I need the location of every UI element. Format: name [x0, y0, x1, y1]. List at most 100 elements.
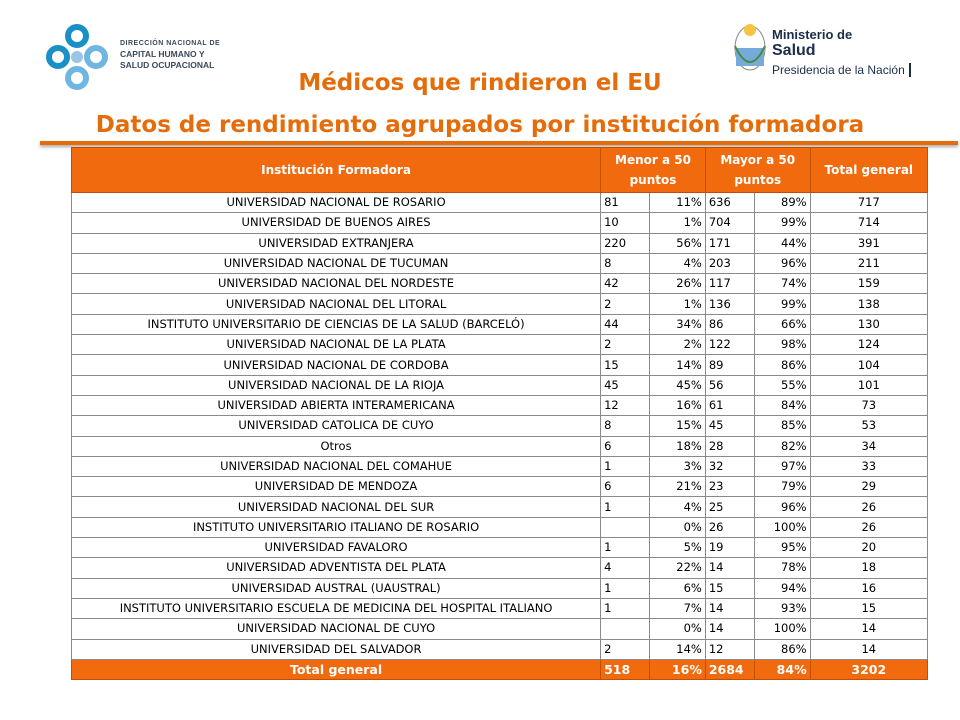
cell-institucion: UNIVERSIDAD EXTRANJERA — [70, 232, 602, 254]
cell-mayor-count: 28 — [704, 435, 756, 457]
table-row: UNIVERSIDAD NACIONAL DE LA RIOJA 45 45% 56 5… — [70, 374, 929, 396]
cell-menor-pct: 45% — [649, 374, 706, 396]
cell-institucion: INSTITUTO UNIVERSITARIO ITALIANO DE ROSA… — [70, 516, 602, 539]
cell-mayor-count: 32 — [704, 455, 756, 478]
cell-menor-count: 4 — [600, 557, 651, 579]
org-line-3: SALUD OCUPACIONAL — [120, 60, 215, 70]
cell-mayor-pct: 100% — [754, 516, 811, 539]
table-row: Otros 6 18% 28 82% 34 — [70, 435, 929, 457]
cell-menor-pct: 0% — [649, 516, 706, 539]
cell-menor-count: 2 — [600, 293, 651, 315]
cell-mayor-count: 26 — [704, 516, 756, 539]
header-menor-50: Menor a 50 puntos — [600, 147, 706, 193]
cell-mayor-pct: 95% — [754, 537, 811, 559]
table-row: UNIVERSIDAD NACIONAL DE TUCUMAN 8 4% 203 96%… — [70, 252, 929, 275]
table-row: UNIVERSIDAD DEL SALVADOR 2 14% 12 86% 14 — [70, 638, 929, 660]
cell-mayor-pct: 79% — [754, 476, 811, 498]
cell-mayor-pct: 98% — [754, 334, 811, 356]
cell-total: 26 — [809, 496, 929, 518]
cell-menor-count: 45 — [600, 374, 651, 396]
cell-menor-pct: 18% — [649, 435, 706, 457]
cell-menor-pct: 4% — [649, 252, 706, 275]
cell-mayor-count: 704 — [704, 212, 756, 234]
cell-mayor-pct: 44% — [754, 232, 811, 254]
cell-total: 714 — [809, 212, 929, 234]
cell-institucion: UNIVERSIDAD NACIONAL DEL SUR — [70, 496, 602, 518]
header-mayor-50: Mayor a 50 puntos — [704, 147, 811, 193]
cell-institucion: UNIVERSIDAD NACIONAL DE ROSARIO — [70, 191, 602, 214]
cell-institucion: UNIVERSIDAD NACIONAL DEL LITORAL — [70, 293, 602, 315]
cell-mayor-count: 25 — [704, 496, 756, 518]
cell-total: 104 — [809, 354, 929, 376]
cell-total: 717 — [809, 191, 929, 214]
results-table: Institución Formadora Menor a 50 puntos … — [70, 147, 929, 681]
cell-institucion: UNIVERSIDAD ADVENTISTA DEL PLATA — [70, 557, 602, 579]
cell-institucion: UNIVERSIDAD CATOLICA DE CUYO — [70, 415, 602, 437]
cell-institucion: UNIVERSIDAD NACIONAL DE TUCUMAN — [70, 252, 602, 275]
total-cell-total: 3202 — [809, 658, 929, 681]
cell-menor-pct: 7% — [649, 597, 706, 620]
cell-institucion: UNIVERSIDAD NACIONAL DEL COMAHUE — [70, 455, 602, 478]
total-cell-mayor-count: 2684 — [704, 658, 756, 681]
cell-mayor-count: 636 — [704, 191, 756, 214]
cell-mayor-count: 203 — [704, 252, 756, 275]
table-row: UNIVERSIDAD EXTRANJERA 220 56% 171 44% 391 — [70, 232, 929, 254]
cell-mayor-count: 12 — [704, 638, 756, 660]
table-row: UNIVERSIDAD NACIONAL DEL COMAHUE 1 3% 32 97%… — [70, 455, 929, 478]
cell-menor-pct: 34% — [649, 313, 706, 336]
cell-mayor-pct: 97% — [754, 455, 811, 478]
cell-institucion: UNIVERSIDAD NACIONAL DEL NORDESTE — [70, 273, 602, 295]
cell-menor-count: 42 — [600, 273, 651, 295]
cell-total: 53 — [809, 415, 929, 437]
table-row: UNIVERSIDAD CATOLICA DE CUYO 8 15% 45 85% 53 — [70, 415, 929, 437]
org-line-2: CAPITAL HUMANO Y — [120, 49, 205, 59]
cell-mayor-count: 14 — [704, 557, 756, 579]
cell-total: 124 — [809, 334, 929, 356]
cell-institucion: Otros — [70, 435, 602, 457]
cell-menor-count: 1 — [600, 496, 651, 518]
cell-menor-pct: 5% — [649, 537, 706, 559]
cell-mayor-count: 122 — [704, 334, 756, 356]
cell-institucion: INSTITUTO UNIVERSITARIO DE CIENCIAS DE L… — [70, 313, 602, 336]
table-body: UNIVERSIDAD NACIONAL DE ROSARIO 81 11% 636 8… — [70, 191, 929, 681]
cell-total: 15 — [809, 597, 929, 620]
cell-menor-pct: 26% — [649, 273, 706, 295]
table-row: UNIVERSIDAD AUSTRAL (UAUSTRAL) 1 6% 15 94% 16 — [70, 577, 929, 599]
table-row: UNIVERSIDAD NACIONAL DEL NORDESTE 42 26% 11… — [70, 273, 929, 295]
cell-menor-pct: 2% — [649, 334, 706, 356]
cell-menor-count: 6 — [600, 435, 651, 457]
cell-menor-pct: 6% — [649, 577, 706, 599]
header-total: Total general — [809, 147, 929, 193]
table-row: UNIVERSIDAD NACIONAL DE ROSARIO 81 11% 636 8… — [70, 191, 929, 214]
cell-mayor-pct: 93% — [754, 597, 811, 620]
table-row: UNIVERSIDAD DE MENDOZA 6 21% 23 79% 29 — [70, 476, 929, 498]
cell-institucion: UNIVERSIDAD NACIONAL DE LA PLATA — [70, 334, 602, 356]
cell-menor-pct: 3% — [649, 455, 706, 478]
cell-mayor-count: 89 — [704, 354, 756, 376]
cell-menor-count: 12 — [600, 394, 651, 417]
cell-mayor-count: 117 — [704, 273, 756, 295]
cell-menor-count: 1 — [600, 455, 651, 478]
cell-mayor-pct: 99% — [754, 212, 811, 234]
table-row: INSTITUTO UNIVERSITARIO ITALIANO DE ROSA… — [70, 516, 929, 539]
cell-mayor-count: 14 — [704, 618, 756, 640]
cell-mayor-pct: 86% — [754, 354, 811, 376]
cell-total: 211 — [809, 252, 929, 275]
cell-menor-count: 6 — [600, 476, 651, 498]
cell-mayor-pct: 78% — [754, 557, 811, 579]
cell-mayor-pct: 66% — [754, 313, 811, 336]
cell-menor-pct: 22% — [649, 557, 706, 579]
cell-mayor-count: 19 — [704, 537, 756, 559]
cell-institucion: UNIVERSIDAD NACIONAL DE CUYO — [70, 618, 602, 640]
table-row: INSTITUTO UNIVERSITARIO DE CIENCIAS DE L… — [70, 313, 929, 336]
page-title: Médicos que rindieron el EU — [298, 70, 662, 96]
cell-mayor-count: 86 — [704, 313, 756, 336]
cell-institucion: UNIVERSIDAD NACIONAL DE LA RIOJA — [70, 374, 602, 396]
cell-total: 33 — [809, 455, 929, 478]
total-cell-menor-count: 518 — [600, 658, 651, 681]
dncapyso-emblem-icon — [46, 24, 108, 90]
cell-menor-count: 8 — [600, 252, 651, 275]
table-row: UNIVERSIDAD NACIONAL DE CUYO 0% 14 100% 14 — [70, 618, 929, 640]
cell-total: 14 — [809, 638, 929, 660]
cell-total: 101 — [809, 374, 929, 396]
